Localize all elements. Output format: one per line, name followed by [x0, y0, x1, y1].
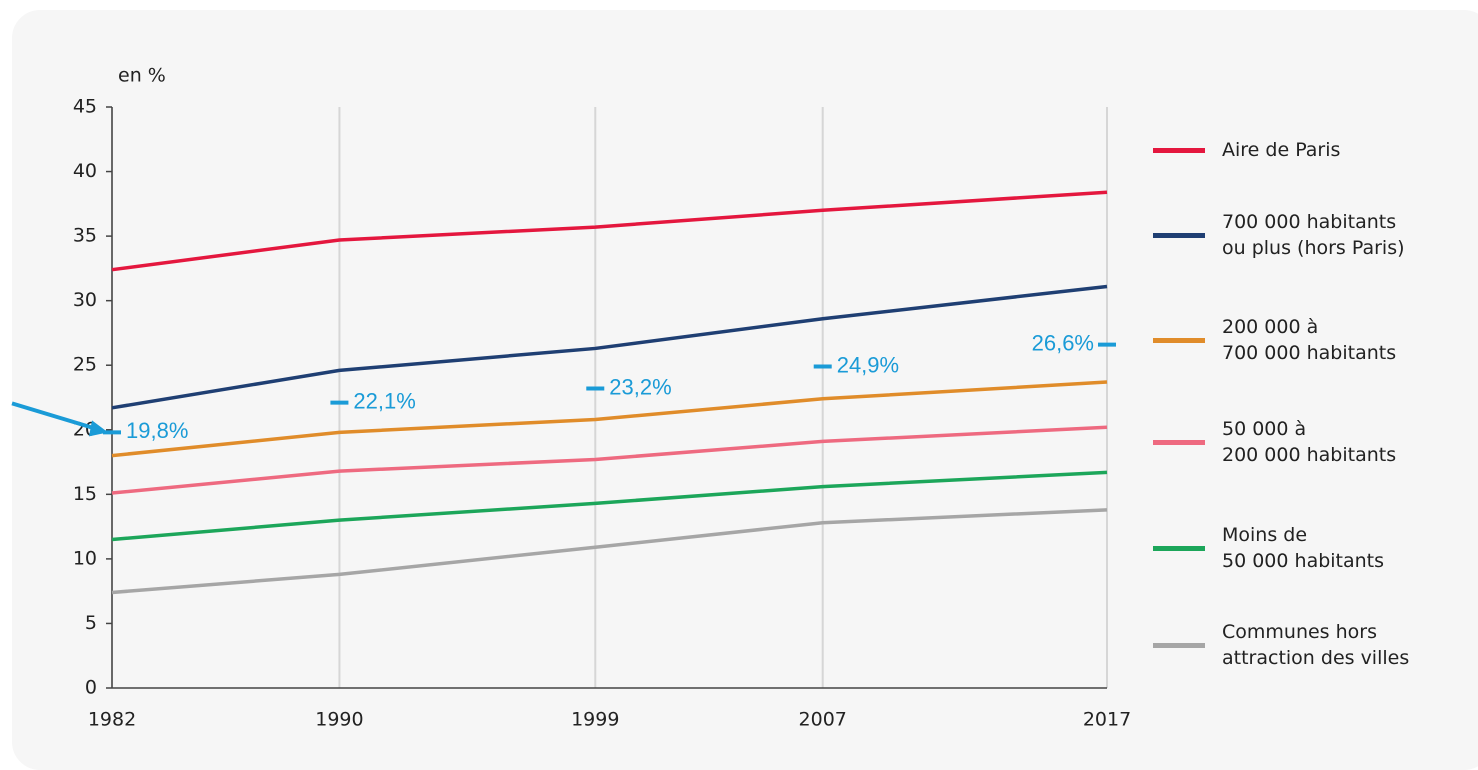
legend-label: Communes hors attraction des villes — [1222, 621, 1410, 669]
legend-item: 200 000 à 700 000 habitants — [1153, 314, 1396, 366]
y-tick-label: 45 — [73, 96, 97, 118]
y-tick-label: 0 — [85, 677, 97, 699]
legend-item: Moins de 50 000 habitants — [1153, 522, 1384, 574]
x-tick-label: 2017 — [1083, 709, 1131, 731]
legend-label: 700 000 habitants ou plus (hors Paris) — [1222, 211, 1405, 259]
y-tick-label: 30 — [73, 289, 97, 311]
y-tick-label: 10 — [73, 547, 97, 569]
annotation-label: 19,8% — [126, 418, 188, 443]
annotation-arrow — [11, 401, 99, 432]
legend-swatch — [1153, 147, 1205, 153]
y-tick-label: 35 — [73, 225, 97, 247]
y-axis-label: en % — [118, 65, 166, 87]
y-tick-label: 40 — [73, 160, 97, 182]
x-tick-label: 1982 — [88, 709, 136, 731]
chart: en % 1982 1990 1999 2007 2017051015202530354… — [11, 65, 1131, 731]
legend-swatch — [1153, 337, 1205, 343]
annotation-label: 22,1% — [353, 388, 415, 413]
legend-swatch — [1153, 642, 1205, 648]
series-line — [111, 470, 1108, 542]
series-line — [111, 190, 1108, 272]
y-tick-label: 25 — [73, 354, 97, 376]
legend-item: 50 000 à 200 000 habitants — [1153, 416, 1396, 468]
x-tick-label: 1999 — [571, 709, 619, 731]
panel — [12, 10, 1478, 770]
page: en % 1982 1990 1999 2007 2017 0 5 10 15 20 25 30 35 4… — [11, 64, 1410, 731]
annotation-arrowhead — [89, 420, 108, 437]
legend-item: Aire de Paris — [1153, 137, 1340, 163]
y-tick-label: 15 — [73, 483, 97, 505]
series-line — [111, 508, 1108, 595]
annotation-label: 26,6% — [1032, 330, 1094, 355]
legend-label: 50 000 à 200 000 habitants — [1222, 418, 1397, 466]
legend-swatch — [1153, 545, 1205, 551]
x-tick-label: 2007 — [799, 709, 847, 731]
series-line — [111, 380, 1108, 458]
legend-label: 200 000 à 700 000 habitants — [1222, 316, 1397, 364]
annotation-label: 23,2% — [609, 374, 671, 399]
legend-swatch — [1153, 439, 1205, 445]
y-tick-label: 5 — [85, 612, 97, 634]
series-line — [111, 284, 1108, 410]
legend-label: Aire de Paris — [1222, 139, 1341, 161]
legend-item: 700 000 habitants ou plus (hors Paris) — [1153, 209, 1405, 261]
x-tick-label: 1990 — [315, 709, 363, 731]
annotation-label: 24,9% — [837, 352, 899, 377]
legend-label: Moins de 50 000 habitants — [1222, 524, 1385, 572]
series-line — [111, 425, 1108, 495]
legend-swatch — [1153, 232, 1205, 238]
legend-item: Communes hors attraction des villes — [1153, 619, 1409, 671]
